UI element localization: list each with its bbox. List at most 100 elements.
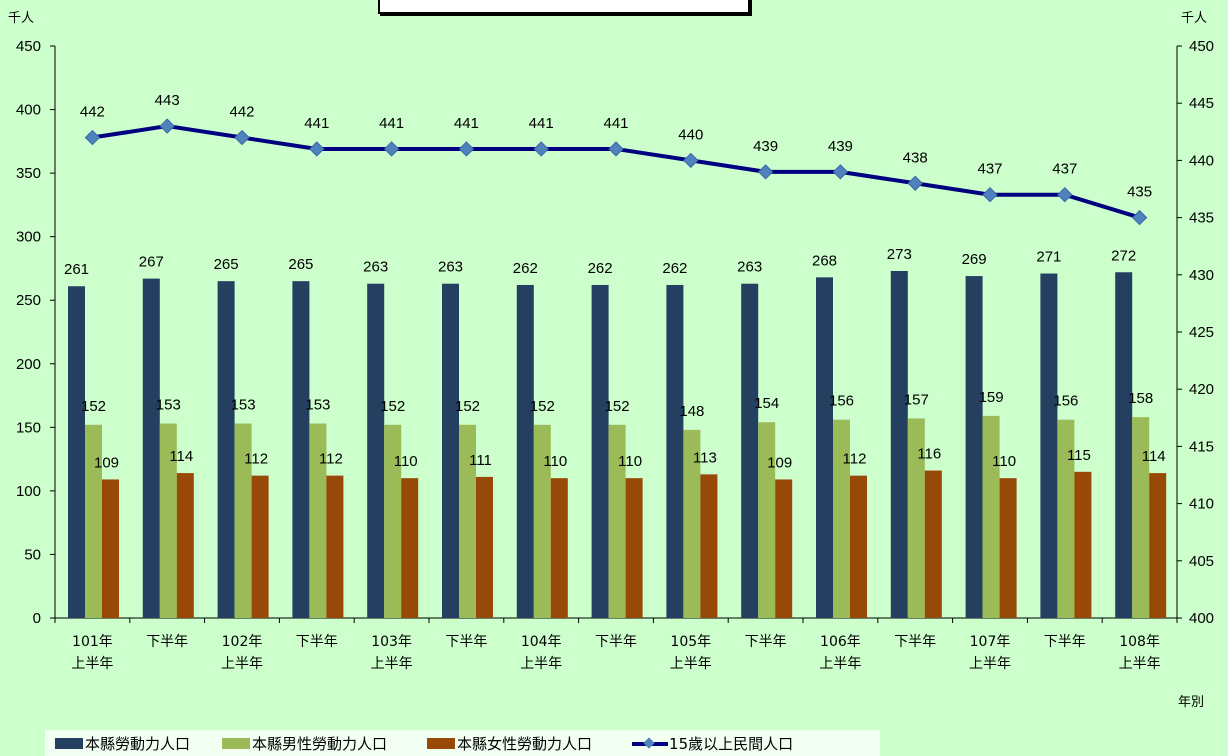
legend-item-total: 本縣勞動力人口 xyxy=(55,733,190,754)
data-label-female: 114 xyxy=(169,448,193,465)
data-label-female: 112 xyxy=(244,451,268,468)
x-tick-label: 下半年 xyxy=(296,634,338,650)
bar-male xyxy=(833,419,850,618)
data-label-male: 153 xyxy=(305,397,330,414)
data-label-total: 262 xyxy=(588,260,613,277)
x-axis-label: 年別 xyxy=(1178,695,1204,710)
bar-total xyxy=(741,283,759,618)
bar-total xyxy=(442,283,459,618)
bar-male xyxy=(982,415,1000,618)
y-right-tick-label: 445 xyxy=(1189,95,1214,112)
x-tick-label: 108年 xyxy=(1119,634,1160,650)
x-tick-label: 下半年 xyxy=(595,634,637,650)
legend-item-male: 本縣男性勞動力人口 xyxy=(222,733,387,754)
data-label-male: 152 xyxy=(530,398,555,415)
y-left-tick-label: 50 xyxy=(24,546,41,563)
bar-female xyxy=(476,476,493,618)
x-tick-label: 下半年 xyxy=(894,634,936,650)
x-tick-label: 上半年 xyxy=(371,656,413,672)
data-label-male: 154 xyxy=(754,395,779,412)
bar-male xyxy=(683,429,701,618)
bar-male xyxy=(85,424,102,618)
data-label-total: 273 xyxy=(887,246,912,263)
y-left-tick-label: 100 xyxy=(16,483,41,500)
bar-female xyxy=(700,474,718,618)
data-label-female: 114 xyxy=(1142,448,1166,465)
data-label-total: 268 xyxy=(812,252,837,269)
bar-female xyxy=(999,478,1017,618)
x-tick-label: 上半年 xyxy=(670,656,712,672)
x-tick-label: 104年 xyxy=(521,634,562,650)
y-left-tick-label: 300 xyxy=(16,229,41,246)
legend-label-male: 本縣男性勞動力人口 xyxy=(252,734,388,753)
legend-line-marker-icon xyxy=(632,736,669,749)
x-tick-label: 上半年 xyxy=(819,656,861,672)
data-label-male: 153 xyxy=(231,397,256,414)
data-label-female: 112 xyxy=(319,451,343,468)
data-label-total: 267 xyxy=(139,254,164,271)
data-label-population: 437 xyxy=(977,161,1002,178)
bar-male xyxy=(159,423,177,618)
bar-total xyxy=(890,270,908,618)
line-point-population xyxy=(84,129,101,146)
y-right-tick-label: 425 xyxy=(1189,324,1214,341)
bar-female xyxy=(850,475,867,618)
legend-label-population: 15歲以上民間人口 xyxy=(669,734,794,753)
data-label-female: 110 xyxy=(618,453,642,470)
legend-swatch-male xyxy=(222,737,251,749)
data-label-total: 265 xyxy=(288,256,313,273)
title-box xyxy=(378,0,750,14)
bar-male xyxy=(309,423,327,618)
bar-total xyxy=(666,284,684,618)
bar-total xyxy=(965,276,983,618)
bar-female xyxy=(625,478,643,618)
legend-item-female: 本縣女性勞動力人口 xyxy=(427,733,592,754)
data-label-female: 110 xyxy=(394,453,418,470)
data-label-total: 261 xyxy=(64,261,89,278)
bar-female xyxy=(401,478,419,618)
bar-male xyxy=(1057,419,1075,618)
bar-male xyxy=(459,424,476,618)
data-label-male: 156 xyxy=(1053,393,1078,410)
data-label-female: 115 xyxy=(1067,447,1091,464)
y-right-tick-label: 400 xyxy=(1189,610,1214,627)
bar-total xyxy=(217,281,235,618)
line-point-population xyxy=(683,152,699,169)
bar-female xyxy=(550,478,568,618)
data-label-male: 152 xyxy=(81,398,106,415)
line-point-population xyxy=(832,164,849,180)
data-label-male: 157 xyxy=(904,391,929,408)
line-point-population xyxy=(458,141,475,157)
bar-male xyxy=(758,422,776,618)
data-label-female: 109 xyxy=(767,454,792,471)
y-left-unit: 千人 xyxy=(8,11,34,26)
x-tick-label: 下半年 xyxy=(1044,634,1086,650)
data-label-population: 439 xyxy=(828,138,853,155)
data-label-female: 112 xyxy=(843,451,867,468)
data-label-population: 442 xyxy=(80,104,105,121)
y-right-tick-label: 435 xyxy=(1189,210,1214,227)
bar-total xyxy=(516,284,534,618)
bar-female xyxy=(326,475,344,618)
y-right-tick-label: 420 xyxy=(1189,381,1214,398)
y-left-tick-label: 200 xyxy=(16,356,41,373)
bar-male xyxy=(234,423,252,618)
bar-male xyxy=(384,424,402,618)
x-tick-label: 103年 xyxy=(371,634,412,650)
bar-total xyxy=(68,286,85,618)
line-point-population xyxy=(533,141,549,157)
y-right-tick-label: 405 xyxy=(1189,553,1214,570)
data-label-total: 263 xyxy=(363,259,388,276)
line-point-population xyxy=(234,129,250,146)
bar-total xyxy=(142,278,160,618)
legend-label-female: 本縣女性勞動力人口 xyxy=(457,734,593,753)
line-point-population xyxy=(1131,209,1148,226)
data-label-male: 156 xyxy=(829,393,854,410)
x-tick-label: 105年 xyxy=(670,634,711,650)
bar-total xyxy=(816,277,833,618)
y-right-tick-label: 415 xyxy=(1189,438,1214,455)
data-label-total: 269 xyxy=(962,251,987,268)
x-tick-label: 101年 xyxy=(72,634,113,650)
bar-male xyxy=(608,424,626,618)
